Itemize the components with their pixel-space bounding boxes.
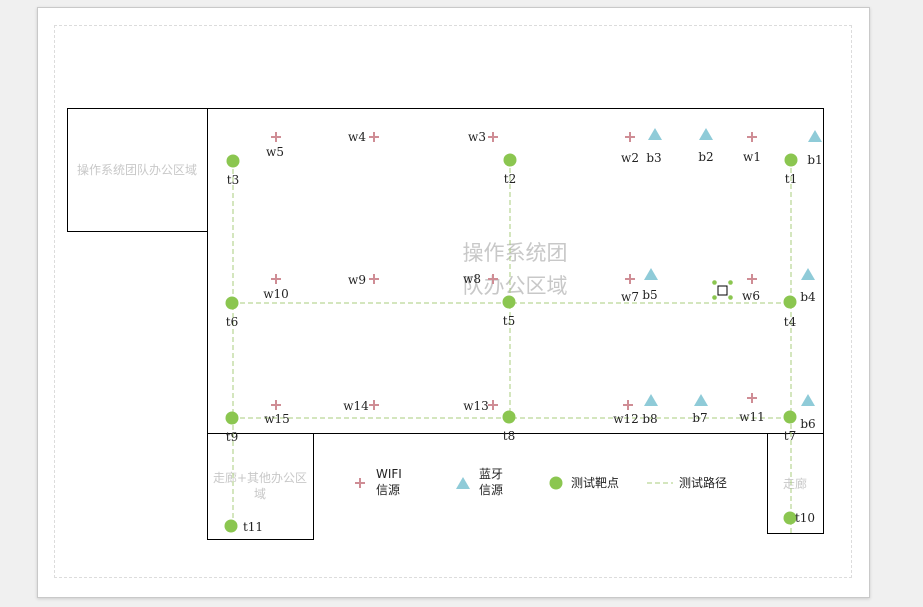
legend-bt-line1: 蓝牙 [479,467,503,481]
resize-handle[interactable] [728,295,733,300]
bluetooth-label-b7: b7 [692,411,707,425]
bluetooth-source-b4 [801,268,815,280]
resize-handle[interactable] [728,280,733,285]
legend-path-text: 测试路径 [679,475,727,490]
wifi-source-w14 [369,400,379,410]
bluetooth-label-b5: b5 [642,288,657,302]
wifi-source-w13 [488,400,498,410]
test-point-label-t1: t1 [785,172,797,186]
bluetooth-source-b6 [801,394,815,406]
wifi-source-w2 [625,132,635,142]
test-points: t1 t2 t3 t4 t5 t6 t7 t8 t9 t10 t11 [224,153,815,534]
wifi-label-w14: w14 [343,399,369,413]
test-point-t3 [226,154,240,168]
legend-triangle-icon [456,477,470,489]
bluetooth-source-b5 [644,268,658,280]
page-margin-guide [54,25,852,578]
zone-label-corridor-left-line2: 域 [254,487,266,501]
test-point-t7 [783,410,797,424]
legend-test-point-text: 测试靶点 [571,475,619,490]
test-point-t10 [783,511,797,525]
test-point-t1 [784,153,798,167]
wifi-label-w9: w9 [348,273,366,287]
selected-shape[interactable] [712,280,733,300]
test-point-label-t4: t4 [784,315,797,329]
test-point-t6 [225,296,239,310]
legend-wifi-line1: WIFI [376,467,402,481]
test-point-label-t9: t9 [226,430,238,444]
wifi-source-w4 [369,132,379,142]
main-office-room [207,108,824,434]
wifi-label-w10: w10 [263,287,289,301]
bluetooth-source-b8 [644,394,658,406]
test-point-t4 [783,295,797,309]
wifi-label-w1: w1 [743,150,761,164]
zone-label-main-line2: 队办公区域 [463,274,568,298]
bluetooth-source-b3 [648,128,662,140]
wifi-label-w8: w8 [463,272,481,286]
corridor-right-room [767,433,824,534]
legend-wifi-line2: 信源 [376,483,400,497]
zone-label-os-team-small: 操作系统团队办公区域 [77,162,197,177]
test-path [232,160,792,533]
wifi-source-w7 [625,274,635,284]
wifi-source-w8 [488,274,498,284]
selected-square[interactable] [717,285,728,296]
wifi-source-w9 [369,274,379,284]
wifi-source-w1 [747,132,757,142]
bluetooth-label-b2: b2 [698,150,713,164]
wifi-source-w3 [488,132,498,142]
test-point-label-t3: t3 [227,173,239,187]
zone-label-main-line1: 操作系统团 [463,241,568,265]
bluetooth-label-b4: b4 [800,290,816,304]
test-point-label-t10: t10 [795,511,815,525]
wifi-source-w11 [747,393,757,403]
bluetooth-label-b6: b6 [800,417,815,431]
bluetooth-source-b2 [699,128,713,140]
wifi-source-w6 [747,274,757,284]
wifi-label-w15: w15 [264,412,290,426]
bluetooth-source-b1 [808,130,822,142]
test-point-label-t7: t7 [784,429,796,443]
zone-label-corridor-left-line1: 走廊+其他办公区 [213,470,307,485]
bluetooth-label-b3: b3 [646,151,661,165]
wifi-source-w10 [271,274,281,284]
zone-label-corridor-right: 走廊 [783,476,807,491]
bluetooth-label-b1: b1 [807,153,822,167]
legend-circle-icon [549,476,563,490]
corridor-left-room [207,433,314,540]
wifi-label-w12: w12 [613,412,639,426]
wifi-label-w3: w3 [468,130,486,144]
wifi-label-w11: w11 [739,410,765,424]
test-point-t2 [503,153,517,167]
wifi-source-w5 [271,132,281,142]
resize-handle[interactable] [712,280,717,285]
test-point-label-t6: t6 [226,315,238,329]
legend-plus-icon [355,478,365,488]
legend-bt-line2: 信源 [479,483,503,497]
test-point-label-t2: t2 [504,172,516,186]
wifi-source-w15 [271,400,281,410]
wifi-label-w5: w5 [266,145,284,159]
wifi-label-w13: w13 [463,399,489,413]
bluetooth-sources: b1 b2 b3 b4 b5 b6 b7 b8 [642,128,823,431]
test-point-t5 [502,295,516,309]
wifi-label-w7: w7 [621,290,639,304]
wifi-label-w2: w2 [621,151,639,165]
test-point-label-t8: t8 [503,429,515,443]
bluetooth-source-b7 [694,394,708,406]
wifi-label-w6: w6 [742,289,760,303]
wifi-source-w12 [623,400,633,410]
test-point-t8 [502,410,516,424]
test-point-label-t11: t11 [243,520,263,534]
test-point-t9 [225,411,239,425]
resize-handle[interactable] [712,295,717,300]
test-point-t11 [224,519,238,533]
legend: WIFI 信源 蓝牙 信源 测试靶点 测试路径 [355,467,727,497]
wifi-sources: w1 w2 w3 w4 w5 w6 w7 w8 w9 w10 w11 w12 w… [263,130,765,426]
bluetooth-label-b8: b8 [642,412,657,426]
wifi-label-w4: w4 [348,130,366,144]
test-point-label-t5: t5 [503,314,515,328]
